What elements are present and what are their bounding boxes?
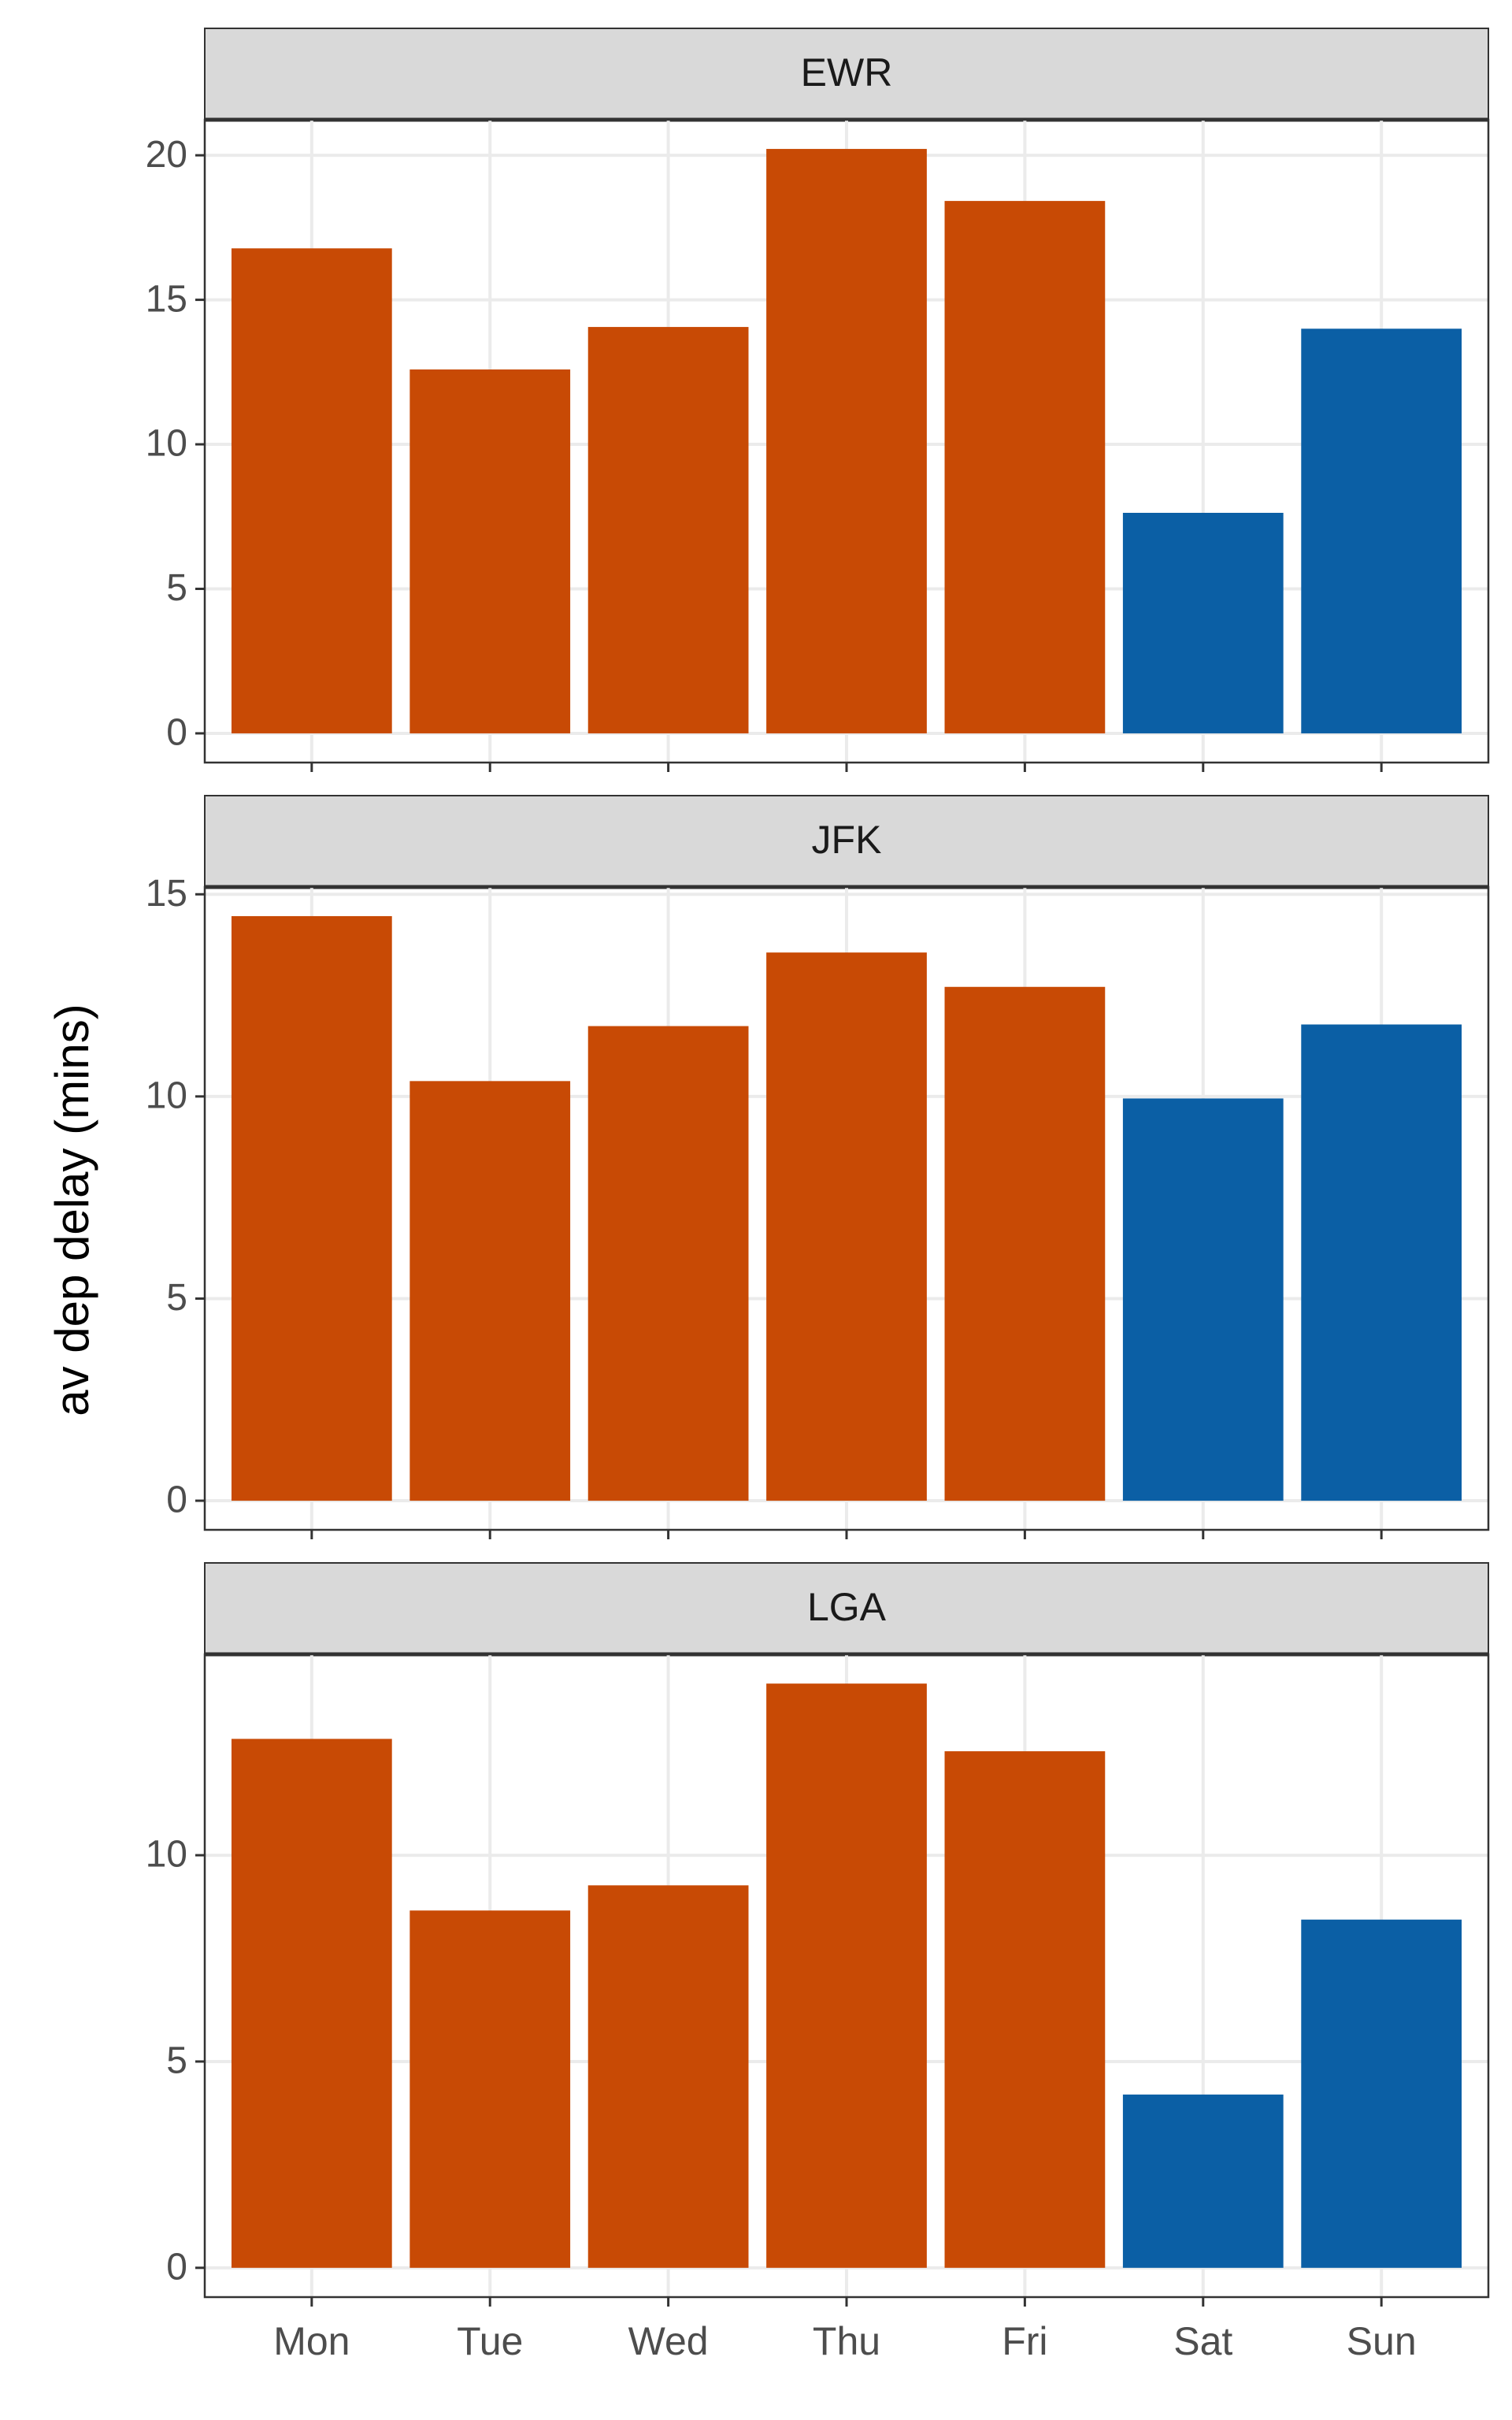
bar: [1301, 1919, 1462, 2268]
y-tick-label: 10: [146, 1075, 187, 1117]
bar: [1301, 328, 1462, 733]
y-tick-label: 15: [146, 873, 187, 915]
bar: [766, 1683, 927, 2268]
facet-title: EWR: [801, 50, 893, 95]
bar: [944, 201, 1106, 733]
x-tick-label: Thu: [813, 2319, 880, 2363]
strip: [204, 1562, 1489, 1655]
facet-title: LGA: [807, 1585, 887, 1629]
bar: [410, 1910, 571, 2268]
y-tick-label: 0: [166, 712, 187, 754]
bar: [944, 986, 1106, 1501]
strip: [204, 28, 1489, 121]
x-tick-label: Fri: [1002, 2319, 1047, 2363]
bar: [1122, 1098, 1284, 1501]
bar: [231, 1739, 392, 2268]
y-tick-label: 15: [146, 278, 187, 320]
x-tick-label: Sat: [1173, 2319, 1232, 2363]
y-tick-label: 10: [146, 423, 187, 465]
x-tick-label: Mon: [273, 2319, 350, 2363]
y-tick-label: 0: [166, 2246, 187, 2288]
y-tick-label: 5: [166, 567, 187, 609]
bar: [231, 915, 392, 1501]
bar: [587, 327, 749, 733]
x-tick-label: Tue: [457, 2319, 523, 2363]
facet-title: JFK: [812, 818, 882, 862]
bar: [766, 952, 927, 1501]
bar: [410, 1081, 571, 1501]
y-tick-label: 5: [166, 1277, 187, 1319]
bar: [944, 1751, 1106, 2268]
bar: [410, 369, 571, 733]
y-tick-label: 20: [146, 134, 187, 176]
bar: [587, 1026, 749, 1501]
bar: [1122, 512, 1284, 733]
x-tick-label: Sun: [1347, 2319, 1417, 2363]
bar: [1122, 2094, 1284, 2268]
bar: [231, 248, 392, 733]
x-tick-label: Wed: [628, 2319, 709, 2363]
strip: [204, 795, 1489, 888]
y-tick-label: 10: [146, 1834, 187, 1876]
bar: [587, 1885, 749, 2268]
y-tick-label: 5: [166, 2040, 187, 2082]
bar: [1301, 1024, 1462, 1501]
bar: [766, 149, 927, 733]
y-tick-label: 0: [166, 1479, 187, 1521]
y-axis-label: av dep delay (mins): [46, 1004, 98, 1416]
